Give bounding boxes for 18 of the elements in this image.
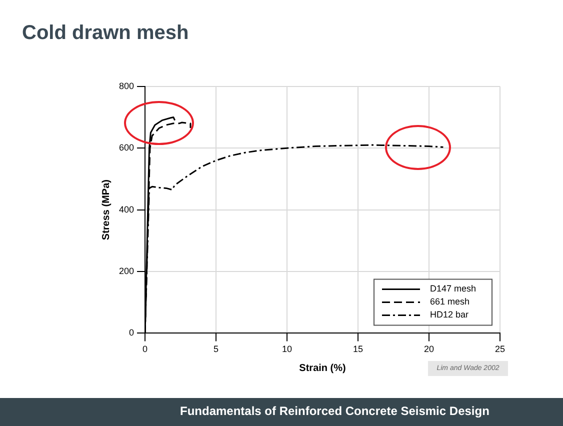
y-tick-label: 800 <box>118 80 134 91</box>
x-tick-label: 15 <box>353 344 364 354</box>
y-tick-label: 400 <box>118 204 134 214</box>
text: Fundamentals of Reinforced Concrete Seismic Design <box>180 404 490 418</box>
x-tick-label: 10 <box>282 344 292 354</box>
y-tick-label: 600 <box>118 142 134 153</box>
legend-label: 661 mesh <box>430 296 470 307</box>
y-axis-title: Stress (MPa) <box>100 180 112 240</box>
legend-label: D147 mesh <box>430 284 476 294</box>
x-tick-label: 25 <box>494 344 506 354</box>
x-axis-title: Strain (%) <box>299 362 346 374</box>
y-tick-label: 200 <box>118 266 134 276</box>
chart-title: Cold drawn mesh <box>22 22 189 45</box>
y-tick-label: 0 <box>129 328 134 338</box>
x-tick-label: 0 <box>142 344 148 354</box>
legend-label: HD12 bar <box>430 310 469 320</box>
x-tick-label: 20 <box>424 344 434 354</box>
x-tick-label: 5 <box>214 344 219 354</box>
